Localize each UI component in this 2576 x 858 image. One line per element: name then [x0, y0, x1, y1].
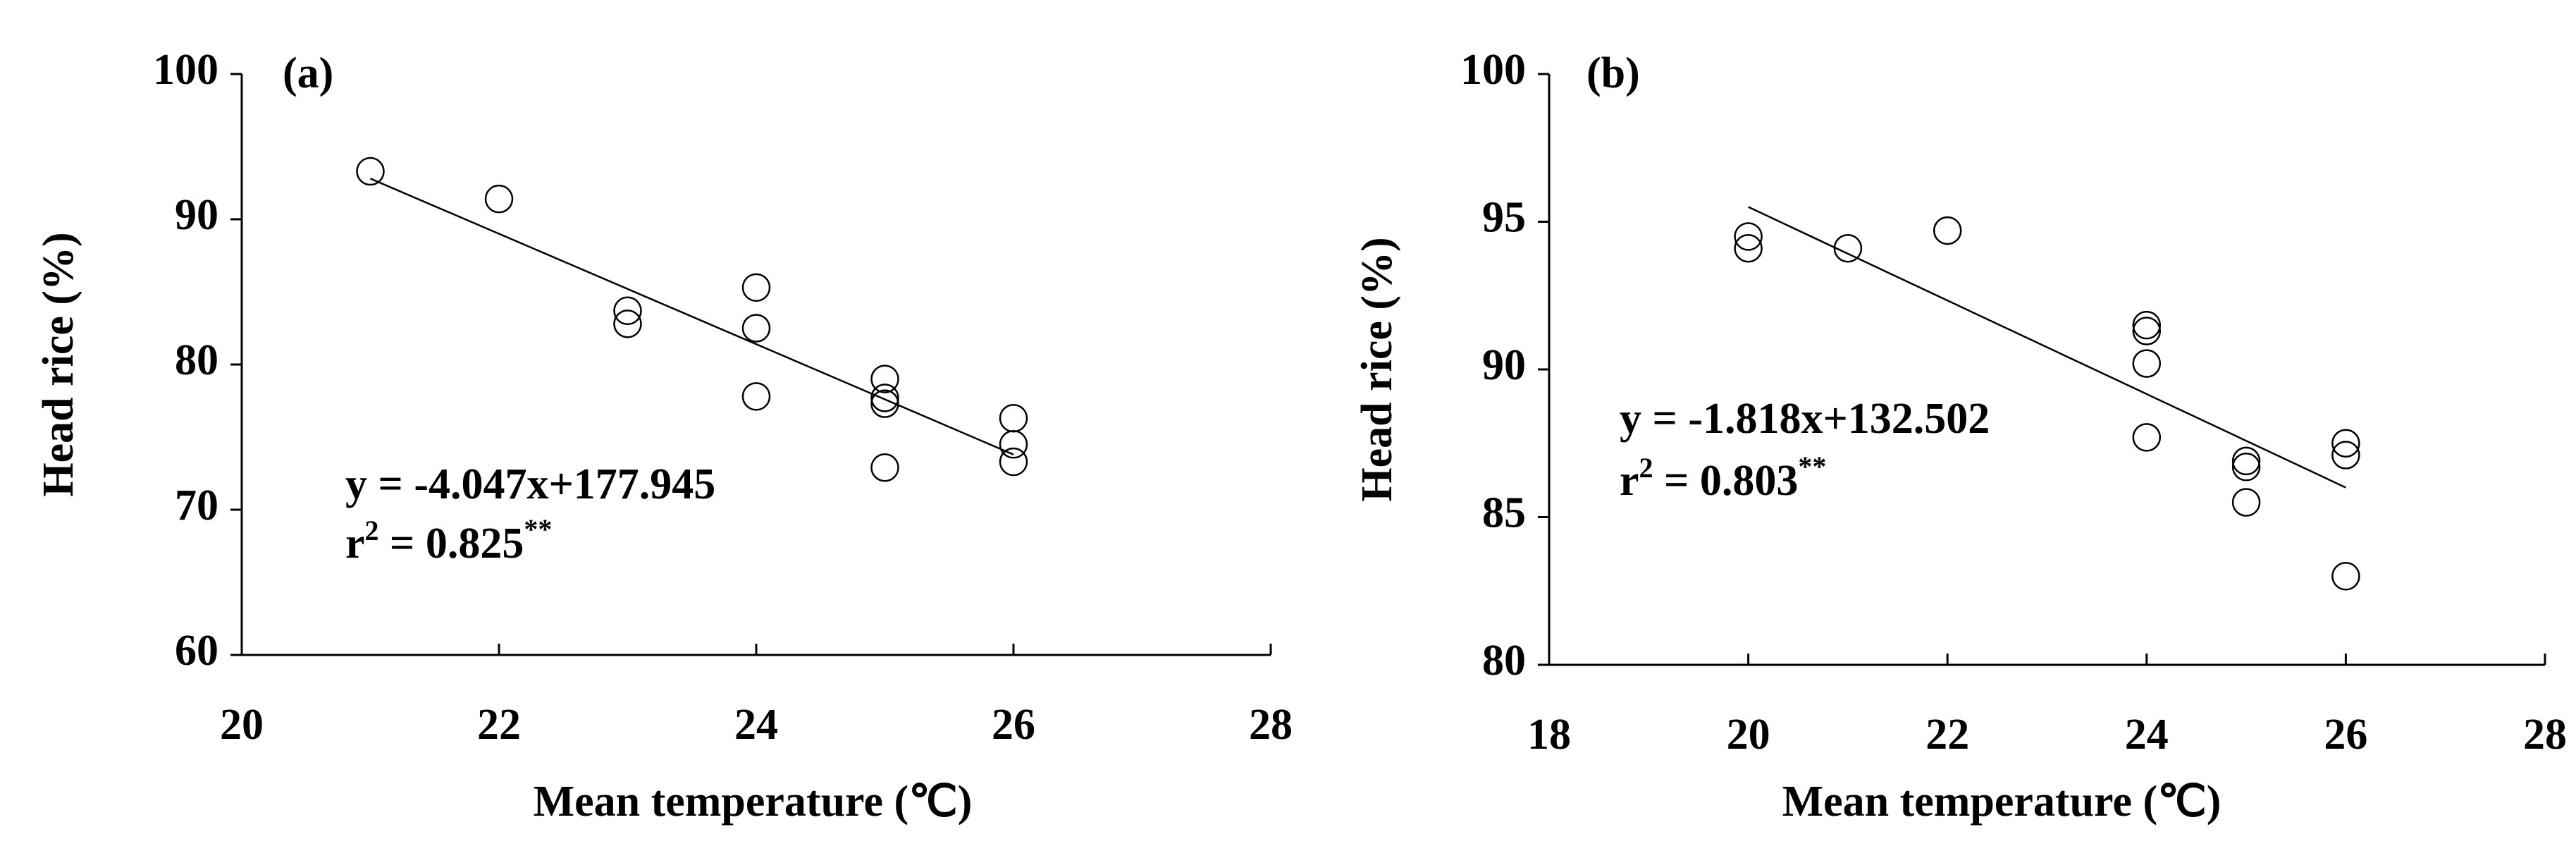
y-tick-label: 80 — [1482, 637, 1526, 685]
point — [484, 184, 514, 214]
x-tick-label: 22 — [1925, 711, 1969, 759]
y-tick-label: 100 — [153, 46, 218, 94]
x-axis-title: Mean temperature (℃) — [1782, 778, 2221, 826]
point — [870, 389, 899, 418]
point — [2132, 349, 2162, 378]
y-axis-title: Head rice (%) — [35, 232, 82, 496]
point — [2231, 446, 2261, 476]
x-tick-label: 24 — [2125, 711, 2169, 759]
point — [870, 364, 899, 393]
point — [2231, 453, 2261, 482]
x-axis-title: Mean temperature (℃) — [534, 778, 973, 826]
r2-base: r — [1620, 457, 1639, 505]
equation: y = -4.047x+177.945 — [345, 460, 715, 508]
y-axis-title: Head rice (%) — [1353, 237, 1401, 501]
r2-rest: = 0.825 — [379, 520, 524, 568]
point — [999, 430, 1028, 459]
point — [356, 157, 385, 186]
x-tick-label: 18 — [1527, 711, 1571, 759]
point — [870, 453, 899, 482]
point — [2132, 310, 2162, 340]
point — [2132, 423, 2162, 452]
r2-sig: ** — [1798, 451, 1826, 482]
r2-base: r — [345, 520, 365, 568]
r-squared: r2 = 0.803** — [1620, 451, 1826, 505]
point — [613, 296, 642, 326]
x-tick-label: 28 — [2523, 711, 2567, 759]
point — [741, 314, 771, 343]
y-tick-label: 70 — [175, 482, 218, 529]
x-tick-label: 20 — [1727, 711, 1770, 759]
fit-line — [1748, 206, 2346, 489]
r2-sup: 2 — [365, 515, 379, 546]
point — [999, 403, 1028, 433]
y-tick-label: 85 — [1482, 489, 1526, 537]
x-tick-label: 26 — [2324, 711, 2367, 759]
point — [613, 310, 642, 338]
panel-label: (b) — [1586, 49, 1640, 97]
point — [2331, 429, 2360, 458]
y-tick-label: 60 — [175, 627, 218, 675]
y-tick-label: 100 — [1460, 46, 1526, 94]
y-tick-label: 95 — [1482, 194, 1526, 242]
point — [2331, 441, 2360, 470]
y-tick-label: 90 — [1482, 341, 1526, 389]
x-tick-label: 26 — [992, 701, 1035, 749]
point — [1734, 233, 1763, 263]
x-tick-label: 20 — [220, 701, 264, 749]
x-tick-label: 22 — [477, 701, 521, 749]
y-tick-label: 90 — [175, 191, 218, 239]
fit-line — [370, 178, 1014, 455]
r2-sig: ** — [524, 513, 552, 545]
x-tick-label: 24 — [734, 701, 778, 749]
point — [1833, 233, 1863, 263]
panel-label: (a) — [283, 49, 333, 97]
point — [741, 382, 771, 411]
point — [1734, 222, 1763, 251]
point — [870, 384, 899, 412]
y-tick-label: 80 — [175, 336, 218, 384]
point — [2132, 317, 2162, 345]
point — [1933, 216, 1962, 245]
r2-sup: 2 — [1639, 452, 1653, 484]
point — [2231, 488, 2261, 517]
equation: y = -1.818x+132.502 — [1620, 395, 1990, 443]
point — [999, 447, 1028, 477]
point — [741, 273, 771, 302]
x-tick-label: 28 — [1249, 701, 1293, 749]
r-squared: r2 = 0.825** — [345, 513, 552, 568]
point — [2331, 562, 2360, 591]
r2-rest: = 0.803 — [1653, 457, 1799, 505]
